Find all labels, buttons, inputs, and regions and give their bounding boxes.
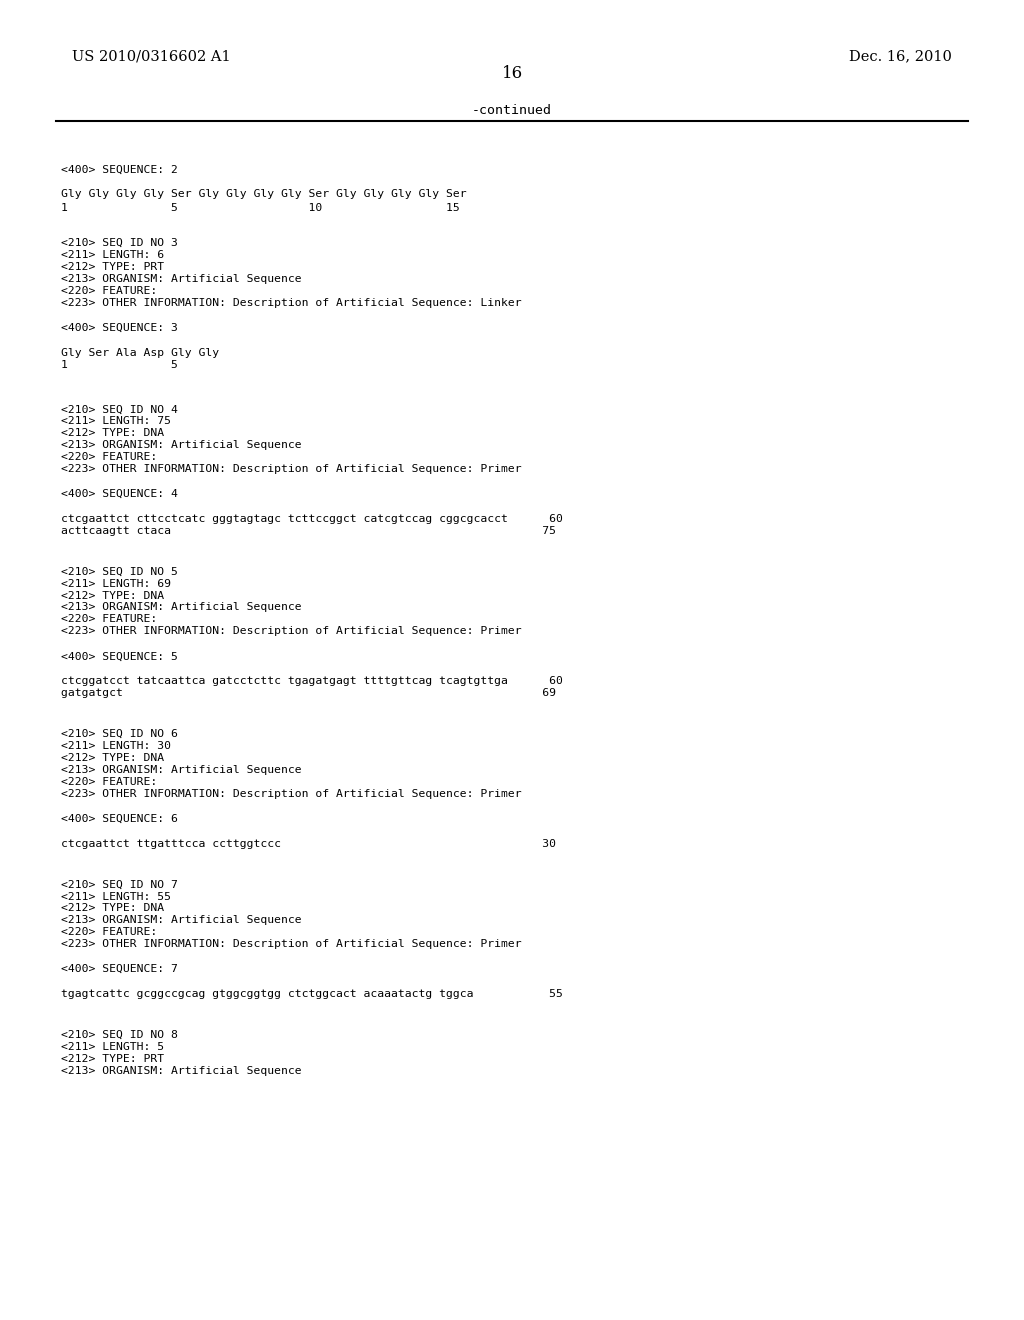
Text: <220> FEATURE:: <220> FEATURE: (61, 451, 158, 462)
Text: 1               5                   10                  15: 1 5 10 15 (61, 202, 460, 213)
Text: <213> ORGANISM: Artificial Sequence: <213> ORGANISM: Artificial Sequence (61, 602, 302, 612)
Text: <211> LENGTH: 75: <211> LENGTH: 75 (61, 416, 171, 426)
Text: <400> SEQUENCE: 3: <400> SEQUENCE: 3 (61, 322, 178, 333)
Text: ctcgaattct ttgatttcca ccttggtccc                                      30: ctcgaattct ttgatttcca ccttggtccc 30 (61, 838, 556, 849)
Text: -continued: -continued (472, 104, 552, 117)
Text: <210> SEQ ID NO 4: <210> SEQ ID NO 4 (61, 404, 178, 414)
Text: <210> SEQ ID NO 7: <210> SEQ ID NO 7 (61, 879, 178, 890)
Text: <220> FEATURE:: <220> FEATURE: (61, 614, 158, 624)
Text: <211> LENGTH: 5: <211> LENGTH: 5 (61, 1041, 165, 1052)
Text: <213> ORGANISM: Artificial Sequence: <213> ORGANISM: Artificial Sequence (61, 1065, 302, 1076)
Text: <223> OTHER INFORMATION: Description of Artificial Sequence: Primer: <223> OTHER INFORMATION: Description of … (61, 626, 522, 636)
Text: <212> TYPE: PRT: <212> TYPE: PRT (61, 1053, 165, 1064)
Text: <212> TYPE: DNA: <212> TYPE: DNA (61, 428, 165, 438)
Text: ctcggatcct tatcaattca gatcctcttc tgagatgagt ttttgttcag tcagtgttga      60: ctcggatcct tatcaattca gatcctcttc tgagatg… (61, 676, 563, 686)
Text: <400> SEQUENCE: 4: <400> SEQUENCE: 4 (61, 488, 178, 499)
Text: <212> TYPE: DNA: <212> TYPE: DNA (61, 590, 165, 601)
Text: <400> SEQUENCE: 5: <400> SEQUENCE: 5 (61, 651, 178, 661)
Text: <400> SEQUENCE: 6: <400> SEQUENCE: 6 (61, 813, 178, 824)
Text: US 2010/0316602 A1: US 2010/0316602 A1 (72, 50, 230, 63)
Text: <211> LENGTH: 69: <211> LENGTH: 69 (61, 578, 171, 589)
Text: <210> SEQ ID NO 5: <210> SEQ ID NO 5 (61, 566, 178, 577)
Text: <400> SEQUENCE: 2: <400> SEQUENCE: 2 (61, 164, 178, 174)
Text: <220> FEATURE:: <220> FEATURE: (61, 285, 158, 296)
Text: Gly Ser Ala Asp Gly Gly: Gly Ser Ala Asp Gly Gly (61, 347, 219, 358)
Text: Dec. 16, 2010: Dec. 16, 2010 (850, 50, 952, 63)
Text: gatgatgct                                                             69: gatgatgct 69 (61, 688, 556, 698)
Text: ctcgaattct cttcctcatc gggtagtagc tcttccggct catcgtccag cggcgcacct      60: ctcgaattct cttcctcatc gggtagtagc tcttccg… (61, 513, 563, 524)
Text: <213> ORGANISM: Artificial Sequence: <213> ORGANISM: Artificial Sequence (61, 273, 302, 284)
Text: <223> OTHER INFORMATION: Description of Artificial Sequence: Primer: <223> OTHER INFORMATION: Description of … (61, 939, 522, 949)
Text: <210> SEQ ID NO 3: <210> SEQ ID NO 3 (61, 238, 178, 248)
Text: <223> OTHER INFORMATION: Description of Artificial Sequence: Primer: <223> OTHER INFORMATION: Description of … (61, 788, 522, 799)
Text: <212> TYPE: PRT: <212> TYPE: PRT (61, 261, 165, 272)
Text: 1               5: 1 5 (61, 359, 178, 370)
Text: 16: 16 (502, 66, 522, 82)
Text: <223> OTHER INFORMATION: Description of Artificial Sequence: Linker: <223> OTHER INFORMATION: Description of … (61, 297, 522, 308)
Text: <220> FEATURE:: <220> FEATURE: (61, 776, 158, 787)
Text: <211> LENGTH: 55: <211> LENGTH: 55 (61, 891, 171, 902)
Text: <210> SEQ ID NO 8: <210> SEQ ID NO 8 (61, 1030, 178, 1040)
Text: <211> LENGTH: 30: <211> LENGTH: 30 (61, 741, 171, 751)
Text: <210> SEQ ID NO 6: <210> SEQ ID NO 6 (61, 729, 178, 739)
Text: <220> FEATURE:: <220> FEATURE: (61, 927, 158, 937)
Text: <213> ORGANISM: Artificial Sequence: <213> ORGANISM: Artificial Sequence (61, 764, 302, 775)
Text: <213> ORGANISM: Artificial Sequence: <213> ORGANISM: Artificial Sequence (61, 440, 302, 450)
Text: tgagtcattc gcggccgcag gtggcggtgg ctctggcact acaaatactg tggca           55: tgagtcattc gcggccgcag gtggcggtgg ctctggc… (61, 989, 563, 999)
Text: <213> ORGANISM: Artificial Sequence: <213> ORGANISM: Artificial Sequence (61, 915, 302, 925)
Text: <212> TYPE: DNA: <212> TYPE: DNA (61, 752, 165, 763)
Text: Gly Gly Gly Gly Ser Gly Gly Gly Gly Ser Gly Gly Gly Gly Ser: Gly Gly Gly Gly Ser Gly Gly Gly Gly Ser … (61, 189, 467, 199)
Text: <212> TYPE: DNA: <212> TYPE: DNA (61, 903, 165, 913)
Text: <223> OTHER INFORMATION: Description of Artificial Sequence: Primer: <223> OTHER INFORMATION: Description of … (61, 463, 522, 474)
Text: <211> LENGTH: 6: <211> LENGTH: 6 (61, 249, 165, 260)
Text: <400> SEQUENCE: 7: <400> SEQUENCE: 7 (61, 964, 178, 974)
Text: acttcaagtt ctaca                                                      75: acttcaagtt ctaca 75 (61, 525, 556, 536)
